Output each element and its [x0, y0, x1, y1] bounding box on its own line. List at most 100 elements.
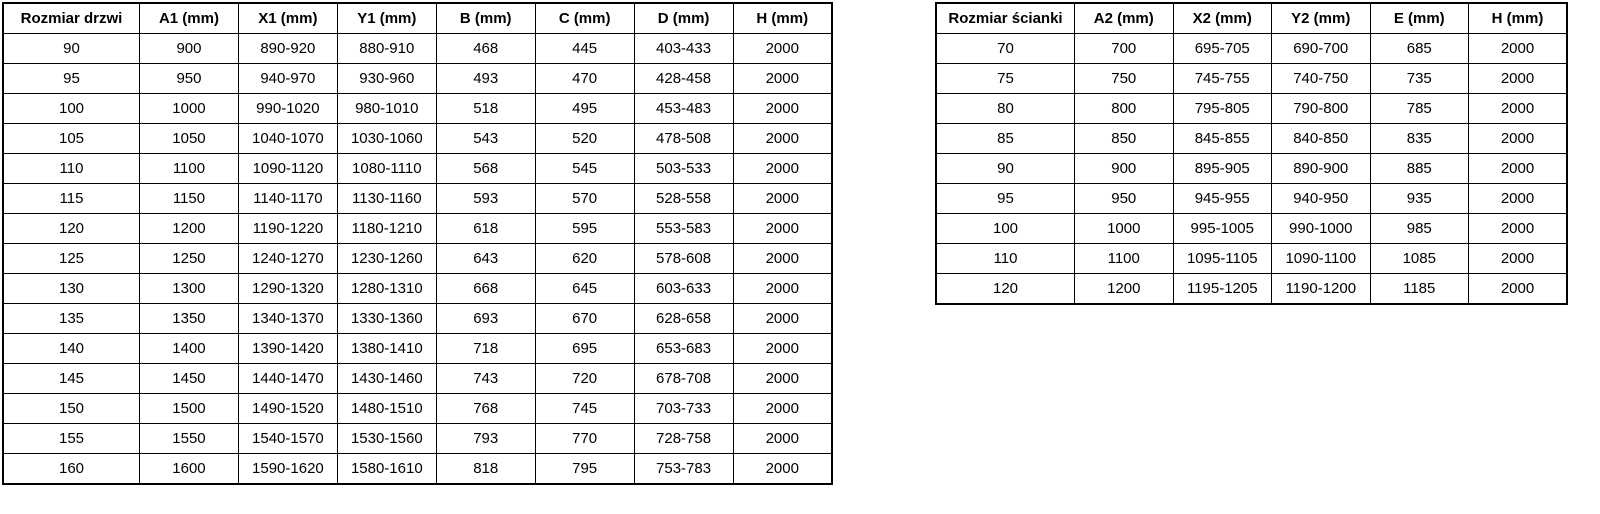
table-cell: 695 — [534, 333, 635, 364]
table-cell: 1040-1070 — [237, 123, 338, 154]
column-header: H (mm) — [732, 2, 833, 34]
table-cell: 668 — [435, 273, 536, 304]
table-cell: 1240-1270 — [237, 243, 338, 274]
column-header: A2 (mm) — [1074, 2, 1174, 34]
table-cell: 1430-1460 — [336, 363, 437, 394]
table-cell: 678-708 — [633, 363, 734, 394]
table-cell: 2000 — [732, 153, 833, 184]
table-cell: 795-805 — [1172, 93, 1272, 124]
table-cell: 620 — [534, 243, 635, 274]
table-cell: 890-900 — [1271, 153, 1371, 184]
table-cell: 2000 — [1468, 93, 1568, 124]
table-cell: 1530-1560 — [336, 423, 437, 454]
table-cell: 1350 — [139, 303, 239, 334]
column-header: Y1 (mm) — [336, 2, 437, 34]
table-cell: 1195-1205 — [1172, 273, 1272, 305]
table-cell: 80 — [935, 93, 1075, 124]
table-cell: 1050 — [139, 123, 239, 154]
table-cell: 695-705 — [1172, 33, 1272, 64]
table-cell: 120 — [935, 273, 1075, 305]
table-cell: 618 — [435, 213, 536, 244]
table-cell: 900 — [139, 33, 239, 64]
table-cell: 2000 — [732, 273, 833, 304]
table-cell: 130 — [2, 273, 140, 304]
table-cell: 643 — [435, 243, 536, 274]
table-cell: 1130-1160 — [336, 183, 437, 214]
table-cell: 735 — [1369, 63, 1469, 94]
table-cell: 470 — [534, 63, 635, 94]
table-row: 155 1550 1540-1570 1530-1560 793 770 728-758 20… — [2, 423, 833, 454]
table-cell: 570 — [534, 183, 635, 214]
table-row: 75 750 745-755 740-750 735 2000 — [935, 63, 1568, 94]
table-cell: 595 — [534, 213, 635, 244]
table-cell: 750 — [1074, 63, 1174, 94]
column-header: C (mm) — [534, 2, 635, 34]
column-header: Y2 (mm) — [1271, 2, 1371, 34]
table-cell: 2000 — [732, 303, 833, 334]
table-cell: 818 — [435, 453, 536, 485]
table-cell: 653-683 — [633, 333, 734, 364]
table-cell: 1450 — [139, 363, 239, 394]
table-row: 115 1150 1140-1170 1130-1160 593 570 528-558 20… — [2, 183, 833, 214]
header-row: Rozmiar ścianki A2 (mm) X2 (mm) Y2 (mm) E (m… — [935, 2, 1568, 34]
table-cell: 720 — [534, 363, 635, 394]
door-size-table: Rozmiar drzwi A1 (mm) X1 (mm) Y1 (mm) B (mm)… — [2, 2, 833, 485]
table-row: 90 900 895-905 890-900 885 2000 — [935, 153, 1568, 184]
table-cell: 745 — [534, 393, 635, 424]
table-row: 145 1450 1440-1470 1430-1460 743 720 678-708 20… — [2, 363, 833, 394]
column-header: X1 (mm) — [237, 2, 338, 34]
table-cell: 995-1005 — [1172, 213, 1272, 244]
table-cell: 70 — [935, 33, 1075, 64]
table-cell: 740-750 — [1271, 63, 1371, 94]
table-cell: 1190-1200 — [1271, 273, 1371, 305]
table-cell: 1440-1470 — [237, 363, 338, 394]
table-cell: 1140-1170 — [237, 183, 338, 214]
table-row: 100 1000 990-1020 980-1010 518 495 453-483 2000 — [2, 93, 833, 124]
table-cell: 703-733 — [633, 393, 734, 424]
table-cell: 1250 — [139, 243, 239, 274]
column-header: B (mm) — [435, 2, 536, 34]
table-cell: 120 — [2, 213, 140, 244]
table-cell: 1095-1105 — [1172, 243, 1272, 274]
table-cell: 503-533 — [633, 153, 734, 184]
table-cell: 428-458 — [633, 63, 734, 94]
table-cell: 90 — [2, 33, 140, 64]
table-cell: 785 — [1369, 93, 1469, 124]
table-cell: 445 — [534, 33, 635, 64]
table-cell: 795 — [534, 453, 635, 485]
table-cell: 528-558 — [633, 183, 734, 214]
table-cell: 728-758 — [633, 423, 734, 454]
table-cell: 753-783 — [633, 453, 734, 485]
table-row: 100 1000 995-1005 990-1000 985 2000 — [935, 213, 1568, 244]
table-cell: 145 — [2, 363, 140, 394]
table-cell: 1500 — [139, 393, 239, 424]
table-cell: 1490-1520 — [237, 393, 338, 424]
table-cell: 593 — [435, 183, 536, 214]
table-cell: 1580-1610 — [336, 453, 437, 485]
door-size-table-container: Rozmiar drzwi A1 (mm) X1 (mm) Y1 (mm) B (mm)… — [2, 2, 833, 485]
table-row: 110 1100 1095-1105 1090-1100 1085 2000 — [935, 243, 1568, 274]
table-row: 110 1100 1090-1120 1080-1110 568 545 503-533 20… — [2, 153, 833, 184]
table-cell: 845-855 — [1172, 123, 1272, 154]
table-cell: 700 — [1074, 33, 1174, 64]
table-cell: 2000 — [1468, 33, 1568, 64]
table-cell: 1000 — [1074, 213, 1174, 244]
table-cell: 990-1020 — [237, 93, 338, 124]
table-cell: 110 — [935, 243, 1075, 274]
table-row: 125 1250 1240-1270 1230-1260 643 620 578-608 20… — [2, 243, 833, 274]
table-cell: 1180-1210 — [336, 213, 437, 244]
table-cell: 95 — [2, 63, 140, 94]
table-row: 105 1050 1040-1070 1030-1060 543 520 478-508 20… — [2, 123, 833, 154]
table-cell: 453-483 — [633, 93, 734, 124]
table-cell: 2000 — [732, 93, 833, 124]
table-row: 160 1600 1590-1620 1580-1610 818 795 753-783 20… — [2, 453, 833, 485]
table-cell: 1340-1370 — [237, 303, 338, 334]
header-row: Rozmiar drzwi A1 (mm) X1 (mm) Y1 (mm) B (mm)… — [2, 2, 833, 34]
table-cell: 1100 — [139, 153, 239, 184]
table-cell: 980-1010 — [336, 93, 437, 124]
table-cell: 2000 — [1468, 213, 1568, 244]
table-cell: 900 — [1074, 153, 1174, 184]
table-cell: 2000 — [1468, 183, 1568, 214]
table-cell: 2000 — [1468, 273, 1568, 305]
table-cell: 895-905 — [1172, 153, 1272, 184]
